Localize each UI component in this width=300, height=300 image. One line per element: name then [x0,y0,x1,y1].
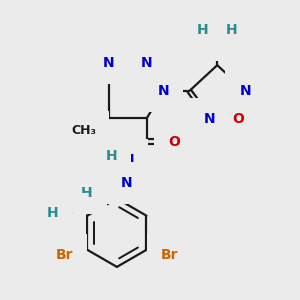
Text: N: N [103,56,114,70]
Text: N: N [212,33,223,47]
Text: O: O [61,207,73,220]
Text: N: N [120,176,132,190]
Text: N: N [158,84,169,98]
Text: O: O [232,112,244,126]
Text: H: H [197,23,208,37]
Text: N: N [239,84,251,98]
Text: N: N [122,153,134,167]
Text: N: N [204,112,216,126]
Text: H: H [226,23,238,37]
Text: N: N [141,56,153,70]
Text: H: H [81,186,93,200]
Text: Br: Br [160,248,178,262]
Text: H: H [106,149,118,163]
Text: H: H [46,206,58,220]
Text: Br: Br [56,248,73,262]
Text: CH₃: CH₃ [71,124,96,137]
Text: O: O [168,135,180,149]
